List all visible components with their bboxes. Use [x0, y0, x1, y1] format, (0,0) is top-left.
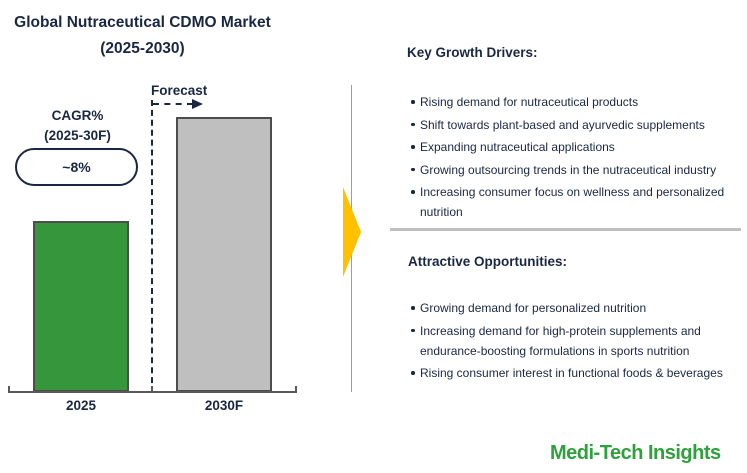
bullet-item: Growing demand for personalized nutritio… — [411, 298, 747, 318]
x-axis-tick — [8, 386, 10, 393]
opportunities-heading: Attractive Opportunities: — [408, 254, 568, 269]
bullet-item: Increasing consumer focus on wellness an… — [411, 182, 747, 222]
cagr-label-line2: (2025-30F) — [44, 128, 111, 143]
opportunities-list: Growing demand for personalized nutritio… — [411, 298, 747, 386]
cagr-value: ~8% — [62, 159, 91, 175]
bullet-item: Increasing demand for high-protein suppl… — [411, 321, 747, 361]
x-axis-tick — [295, 386, 297, 393]
growth-drivers-heading: Key Growth Drivers: — [407, 45, 538, 60]
growth-drivers-list: Rising demand for nutraceutical products… — [411, 92, 747, 225]
chart-title-line2: (2025-2030) — [100, 40, 185, 57]
section-divider — [390, 228, 741, 231]
x-label-2025: 2025 — [65, 398, 97, 413]
forecast-arrow-icon — [192, 99, 203, 109]
forecast-arrow-dash — [153, 103, 193, 105]
cagr-label-line1: CAGR% — [51, 108, 104, 123]
medi-tech-insights-logo: Medi-Tech Insights — [550, 442, 721, 464]
cagr-label: CAGR% (2025-30F) — [5, 106, 150, 146]
bar-2030f — [176, 117, 272, 392]
x-label-2030f: 2030F — [204, 398, 244, 413]
chart-title-line1: Global Nutraceutical CDMO Market — [14, 14, 271, 31]
bullet-item: Rising demand for nutraceutical products — [411, 92, 747, 112]
bullet-item: Expanding nutraceutical applications — [411, 137, 747, 157]
bullet-item: Growing outsourcing trends in the nutrac… — [411, 160, 747, 180]
chart-title: Global Nutraceutical CDMO Market (2025-2… — [0, 10, 285, 62]
cagr-value-badge: ~8% — [15, 148, 138, 186]
bar-2025 — [33, 221, 129, 392]
bullet-item: Rising consumer interest in functional f… — [411, 363, 747, 383]
forecast-divider-dashed-line — [151, 100, 153, 393]
x-axis-tick — [151, 386, 153, 393]
right-arrow-icon — [343, 187, 361, 277]
bullet-item: Shift towards plant-based and ayurvedic … — [411, 115, 747, 135]
forecast-label: Forecast — [151, 83, 208, 98]
